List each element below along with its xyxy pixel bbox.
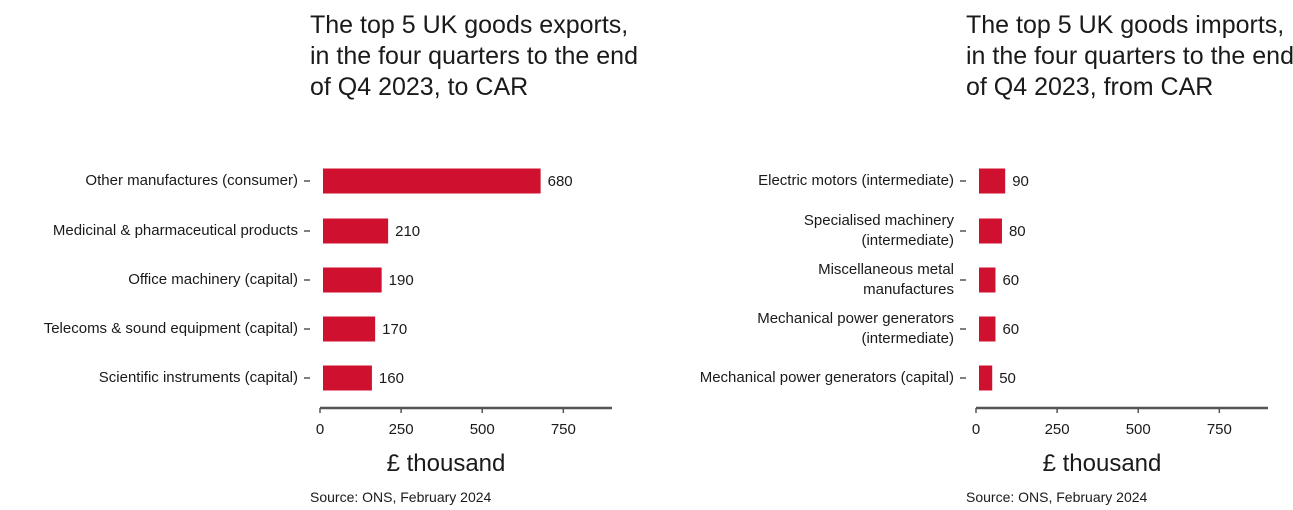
- bar: [979, 267, 996, 293]
- category-label: Mechanical power generators (capital): [699, 369, 954, 386]
- bar: [979, 218, 1002, 244]
- data-label: 50: [999, 370, 1016, 387]
- category-label: Miscellaneous metal manufactures: [818, 261, 954, 298]
- x-tick-label: 750: [1207, 421, 1232, 438]
- category-label: Other manufactures (consumer): [85, 172, 298, 189]
- chart-plot: 0 250 500 750 680 210 190 170 160: [304, 168, 612, 438]
- imports-chart: The top 5 UK goods imports, in the four …: [656, 0, 1293, 510]
- data-label: 90: [1012, 173, 1029, 190]
- x-tick-label: 500: [470, 421, 495, 438]
- exports-chart: The top 5 UK goods exports, in the four …: [0, 0, 640, 510]
- category-label: Mechanical power generators (intermediat…: [757, 310, 954, 347]
- chart-title: The top 5 UK goods imports, in the four …: [966, 11, 1293, 101]
- data-label: 60: [1002, 321, 1019, 338]
- data-label: 680: [548, 173, 573, 190]
- x-axis-title: £ thousand: [1042, 450, 1162, 477]
- category-label: Electric motors (intermediate): [758, 172, 954, 189]
- category-label: Specialised machinery (intermediate): [803, 212, 954, 249]
- source-note: Source: ONS, February 2024: [310, 489, 492, 505]
- data-label: 80: [1009, 223, 1026, 240]
- x-axis-title: £ thousand: [386, 450, 506, 477]
- source-note: Source: ONS, February 2024: [966, 489, 1148, 505]
- x-tick-label: 250: [1045, 421, 1070, 438]
- bar: [979, 316, 996, 342]
- category-label: Scientific instruments (capital): [98, 369, 298, 386]
- category-label: Telecoms & sound equipment (capital): [43, 320, 298, 337]
- chart-plot: 0 250 500 750 90 80 60 60 50: [960, 168, 1268, 438]
- data-label: 210: [395, 223, 420, 240]
- category-label: Medicinal & pharmaceutical products: [52, 222, 298, 239]
- x-tick-label: 500: [1126, 421, 1151, 438]
- bar: [323, 218, 389, 244]
- bar: [979, 365, 993, 391]
- bar: [979, 168, 1006, 194]
- x-tick-label: 250: [389, 421, 414, 438]
- bar: [323, 168, 541, 194]
- x-tick-label: 0: [972, 421, 980, 438]
- category-label: Office machinery (capital): [128, 271, 298, 288]
- bar: [323, 316, 376, 342]
- data-label: 170: [382, 321, 407, 338]
- data-label: 190: [389, 272, 414, 289]
- x-tick-label: 750: [551, 421, 576, 438]
- data-label: 60: [1002, 272, 1019, 289]
- x-tick-label: 0: [316, 421, 324, 438]
- bar: [323, 365, 372, 391]
- data-label: 160: [379, 370, 404, 387]
- bar: [323, 267, 382, 293]
- chart-title: The top 5 UK goods exports, in the four …: [310, 11, 638, 101]
